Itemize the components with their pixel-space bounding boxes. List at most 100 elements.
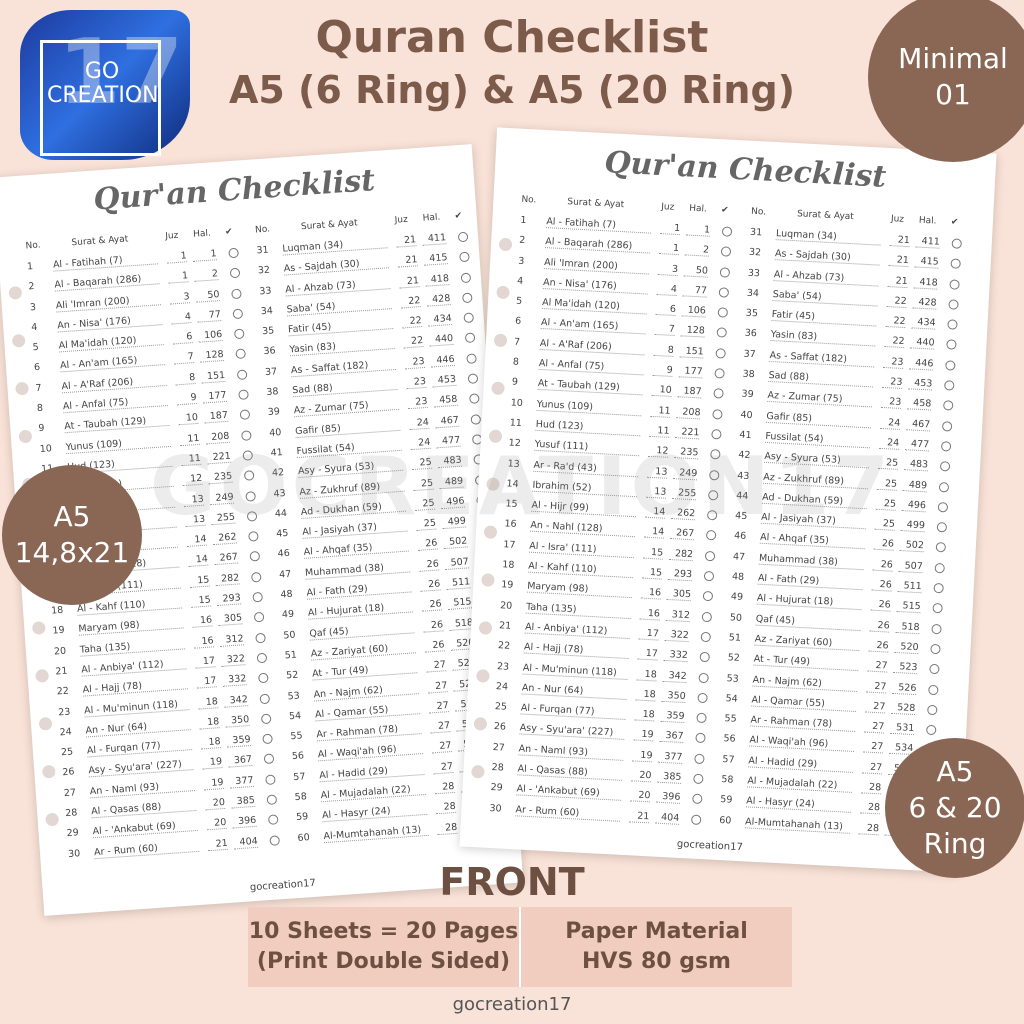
check-circle <box>241 429 252 441</box>
check-circle <box>942 400 954 412</box>
surah-name: As - Sajdah (30) <box>774 248 881 266</box>
badge-line: Minimal <box>898 42 1008 75</box>
page: 322 <box>220 653 246 667</box>
juz: 27 <box>425 659 447 673</box>
page: 267 <box>213 551 239 566</box>
surah-no: 22 <box>497 640 511 653</box>
surah-name: Al - 'Ankabut (69) <box>516 783 622 802</box>
surah-name: Al - Hadid (29) <box>748 755 854 773</box>
page: 350 <box>661 689 686 703</box>
surah-no: 9 <box>38 423 45 435</box>
page: 515 <box>896 600 921 614</box>
page: 467 <box>434 414 460 429</box>
check-circle <box>259 693 271 704</box>
page: 428 <box>425 292 451 307</box>
surah-no: 3 <box>517 255 525 267</box>
juz: 10 <box>177 412 199 426</box>
check-circle <box>949 278 960 290</box>
check-circle <box>939 461 951 472</box>
page: 489 <box>902 478 928 492</box>
page: 151 <box>679 345 705 359</box>
page: 434 <box>427 313 453 327</box>
check-circle <box>267 814 279 826</box>
page: 511 <box>897 580 923 594</box>
page: 2 <box>684 243 710 257</box>
page: 293 <box>667 568 693 582</box>
check-circle <box>256 652 268 664</box>
check-circle <box>713 388 724 399</box>
surah-no: 49 <box>730 591 744 604</box>
side-label: FRONT <box>439 860 585 904</box>
surah-name: Al - Mujadalah (22) <box>746 775 853 793</box>
page: 418 <box>424 272 450 287</box>
surah-no: 60 <box>297 831 311 844</box>
badge-line: A5 <box>53 500 91 533</box>
surah-name: An - Nisa' (176) <box>542 276 649 295</box>
check-circle <box>459 251 470 263</box>
surah-no: 7 <box>513 336 521 348</box>
page: 312 <box>219 632 244 647</box>
badge-line: 14,8x21 <box>14 536 130 569</box>
check-circle <box>698 672 709 683</box>
juz: 27 <box>867 659 888 673</box>
page: 415 <box>914 255 940 269</box>
juz: 27 <box>865 700 886 714</box>
surah-no: 58 <box>294 791 308 804</box>
check-circle <box>945 359 956 371</box>
page: 418 <box>913 276 938 290</box>
juz: 20 <box>630 789 651 803</box>
juz: 18 <box>635 688 656 702</box>
page: 322 <box>664 628 690 643</box>
surah-no: 7 <box>35 382 43 394</box>
header-page: Hal. <box>688 203 708 215</box>
page: 282 <box>668 547 694 561</box>
juz: 23 <box>882 376 903 390</box>
surah-no: 50 <box>283 629 296 642</box>
juz: 18 <box>636 668 658 682</box>
check-circle <box>937 501 949 513</box>
ring-hole <box>38 716 53 731</box>
page: 385 <box>657 770 682 784</box>
juz: 1 <box>659 222 681 236</box>
header-check: ✔ <box>950 217 959 228</box>
surah-no: 33 <box>747 267 761 279</box>
page: 520 <box>894 640 919 655</box>
page: 396 <box>231 815 257 829</box>
surah-name: Al - Hajj (78) <box>523 641 630 660</box>
juz: 14 <box>187 554 209 568</box>
surah-name: Al - Fatihah (7) <box>545 216 652 234</box>
juz: 18 <box>197 695 219 710</box>
check-circle <box>249 551 261 563</box>
surah-name: Muhammad (38) <box>758 552 865 570</box>
juz: 23 <box>881 396 902 410</box>
surah-no: 38 <box>742 368 755 381</box>
page: 458 <box>906 397 932 411</box>
surah-no: 35 <box>745 307 759 320</box>
surah-no: 21 <box>55 665 68 678</box>
surah-no: 35 <box>261 325 275 338</box>
juz: 8 <box>174 371 196 386</box>
juz: 26 <box>871 578 893 592</box>
juz: 21 <box>207 837 229 851</box>
juz: 28 <box>859 801 881 815</box>
surah-no: 34 <box>260 305 274 318</box>
ring-hole <box>471 764 485 779</box>
surah-no: 24 <box>59 726 73 739</box>
check-circle <box>231 288 242 299</box>
surah-no: 59 <box>295 811 309 824</box>
juz: 24 <box>879 416 901 430</box>
juz: 16 <box>191 614 213 629</box>
surah-no: 57 <box>292 771 306 783</box>
juz: 17 <box>196 675 217 689</box>
check-circle <box>461 292 473 304</box>
surah-no: 26 <box>62 766 75 779</box>
juz: 28 <box>436 821 458 835</box>
surah-no: 17 <box>503 539 516 551</box>
header-juz: Juz <box>660 202 675 213</box>
page: 128 <box>680 324 706 339</box>
juz: 21 <box>888 254 910 268</box>
check-circle <box>930 643 941 655</box>
page: 312 <box>665 608 691 622</box>
header-surah: Surat & Ayat <box>71 234 129 249</box>
surah-name: Az - Zariyat (60) <box>754 633 860 652</box>
